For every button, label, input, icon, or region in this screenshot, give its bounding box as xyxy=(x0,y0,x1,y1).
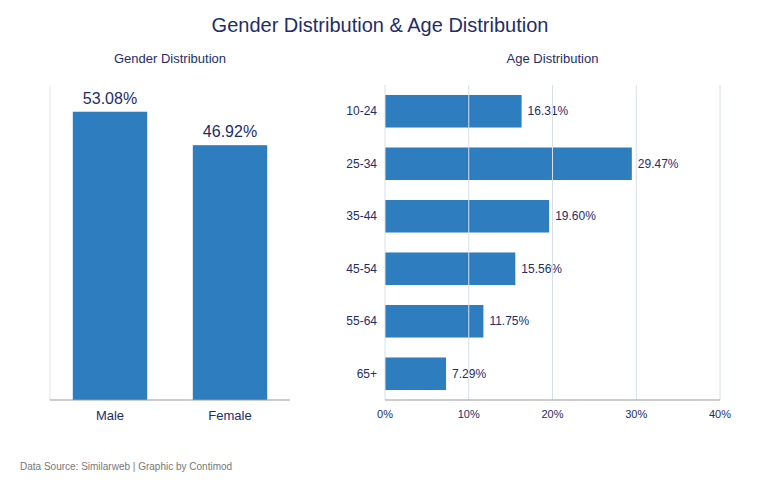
y-tick-label: 25-34 xyxy=(346,157,377,171)
y-tick-label: 55-64 xyxy=(346,314,377,328)
grid-line xyxy=(720,85,721,400)
data-label: 15.56% xyxy=(521,262,562,276)
data-label: 16.31% xyxy=(528,104,569,118)
y-tick-label: 45-54 xyxy=(346,262,377,276)
x-tick-label: Female xyxy=(208,408,251,423)
y-tick-label: 65+ xyxy=(357,367,377,381)
x-tick-label: 30% xyxy=(625,408,647,420)
x-tick-label: 40% xyxy=(709,408,731,420)
bar xyxy=(73,112,147,400)
y-tick-label: 10-24 xyxy=(346,104,377,118)
bar xyxy=(385,147,632,180)
grid-line xyxy=(552,85,553,400)
x-axis-line xyxy=(385,400,720,401)
bar xyxy=(385,95,522,128)
y-axis-line xyxy=(50,85,51,400)
footer: Data Source: Similarweb | Graphic by Con… xyxy=(20,461,232,472)
data-label: 19.60% xyxy=(555,209,596,223)
main-title: Gender Distribution & Age Distribution xyxy=(212,14,549,36)
data-label: 46.92% xyxy=(203,123,257,140)
marks xyxy=(385,95,632,390)
labels: 0% 10% 20% 30% 40% 16.31% 10-24 29.47% 25-34 19.6… xyxy=(346,104,731,420)
data-label: 29.47% xyxy=(638,157,679,171)
chart-1: Age Distribution 0% 10% 20% 30% 40% 16.31% 10-2… xyxy=(346,51,731,420)
grid-line xyxy=(385,85,386,400)
chart-0: Gender Distribution 53.08% Male 46.92% Femal… xyxy=(50,51,290,423)
y-tick-label: 35-44 xyxy=(346,209,377,223)
chart-svg: Gender Distribution & Age Distribution Da… xyxy=(0,0,760,480)
chart-container: Gender Distribution & Age Distribution Da… xyxy=(0,0,760,480)
subtitle: Age Distribution xyxy=(507,51,599,66)
grid-line xyxy=(468,85,469,400)
x-tick-label: 20% xyxy=(541,408,563,420)
bar xyxy=(385,357,446,390)
data-label: 11.75% xyxy=(489,314,529,328)
x-tick-label: Male xyxy=(96,408,124,423)
bar xyxy=(193,145,267,400)
background xyxy=(0,0,760,480)
bar xyxy=(385,252,515,285)
grid-line xyxy=(636,85,637,400)
data-label: 53.08% xyxy=(83,90,137,107)
subtitle: Gender Distribution xyxy=(114,51,226,66)
x-tick-label: 10% xyxy=(458,408,480,420)
x-axis-line xyxy=(50,400,290,401)
marks xyxy=(73,112,267,400)
x-tick-label: 0% xyxy=(377,408,393,420)
bar xyxy=(385,200,549,233)
labels: 53.08% Male 46.92% Female xyxy=(83,90,257,423)
